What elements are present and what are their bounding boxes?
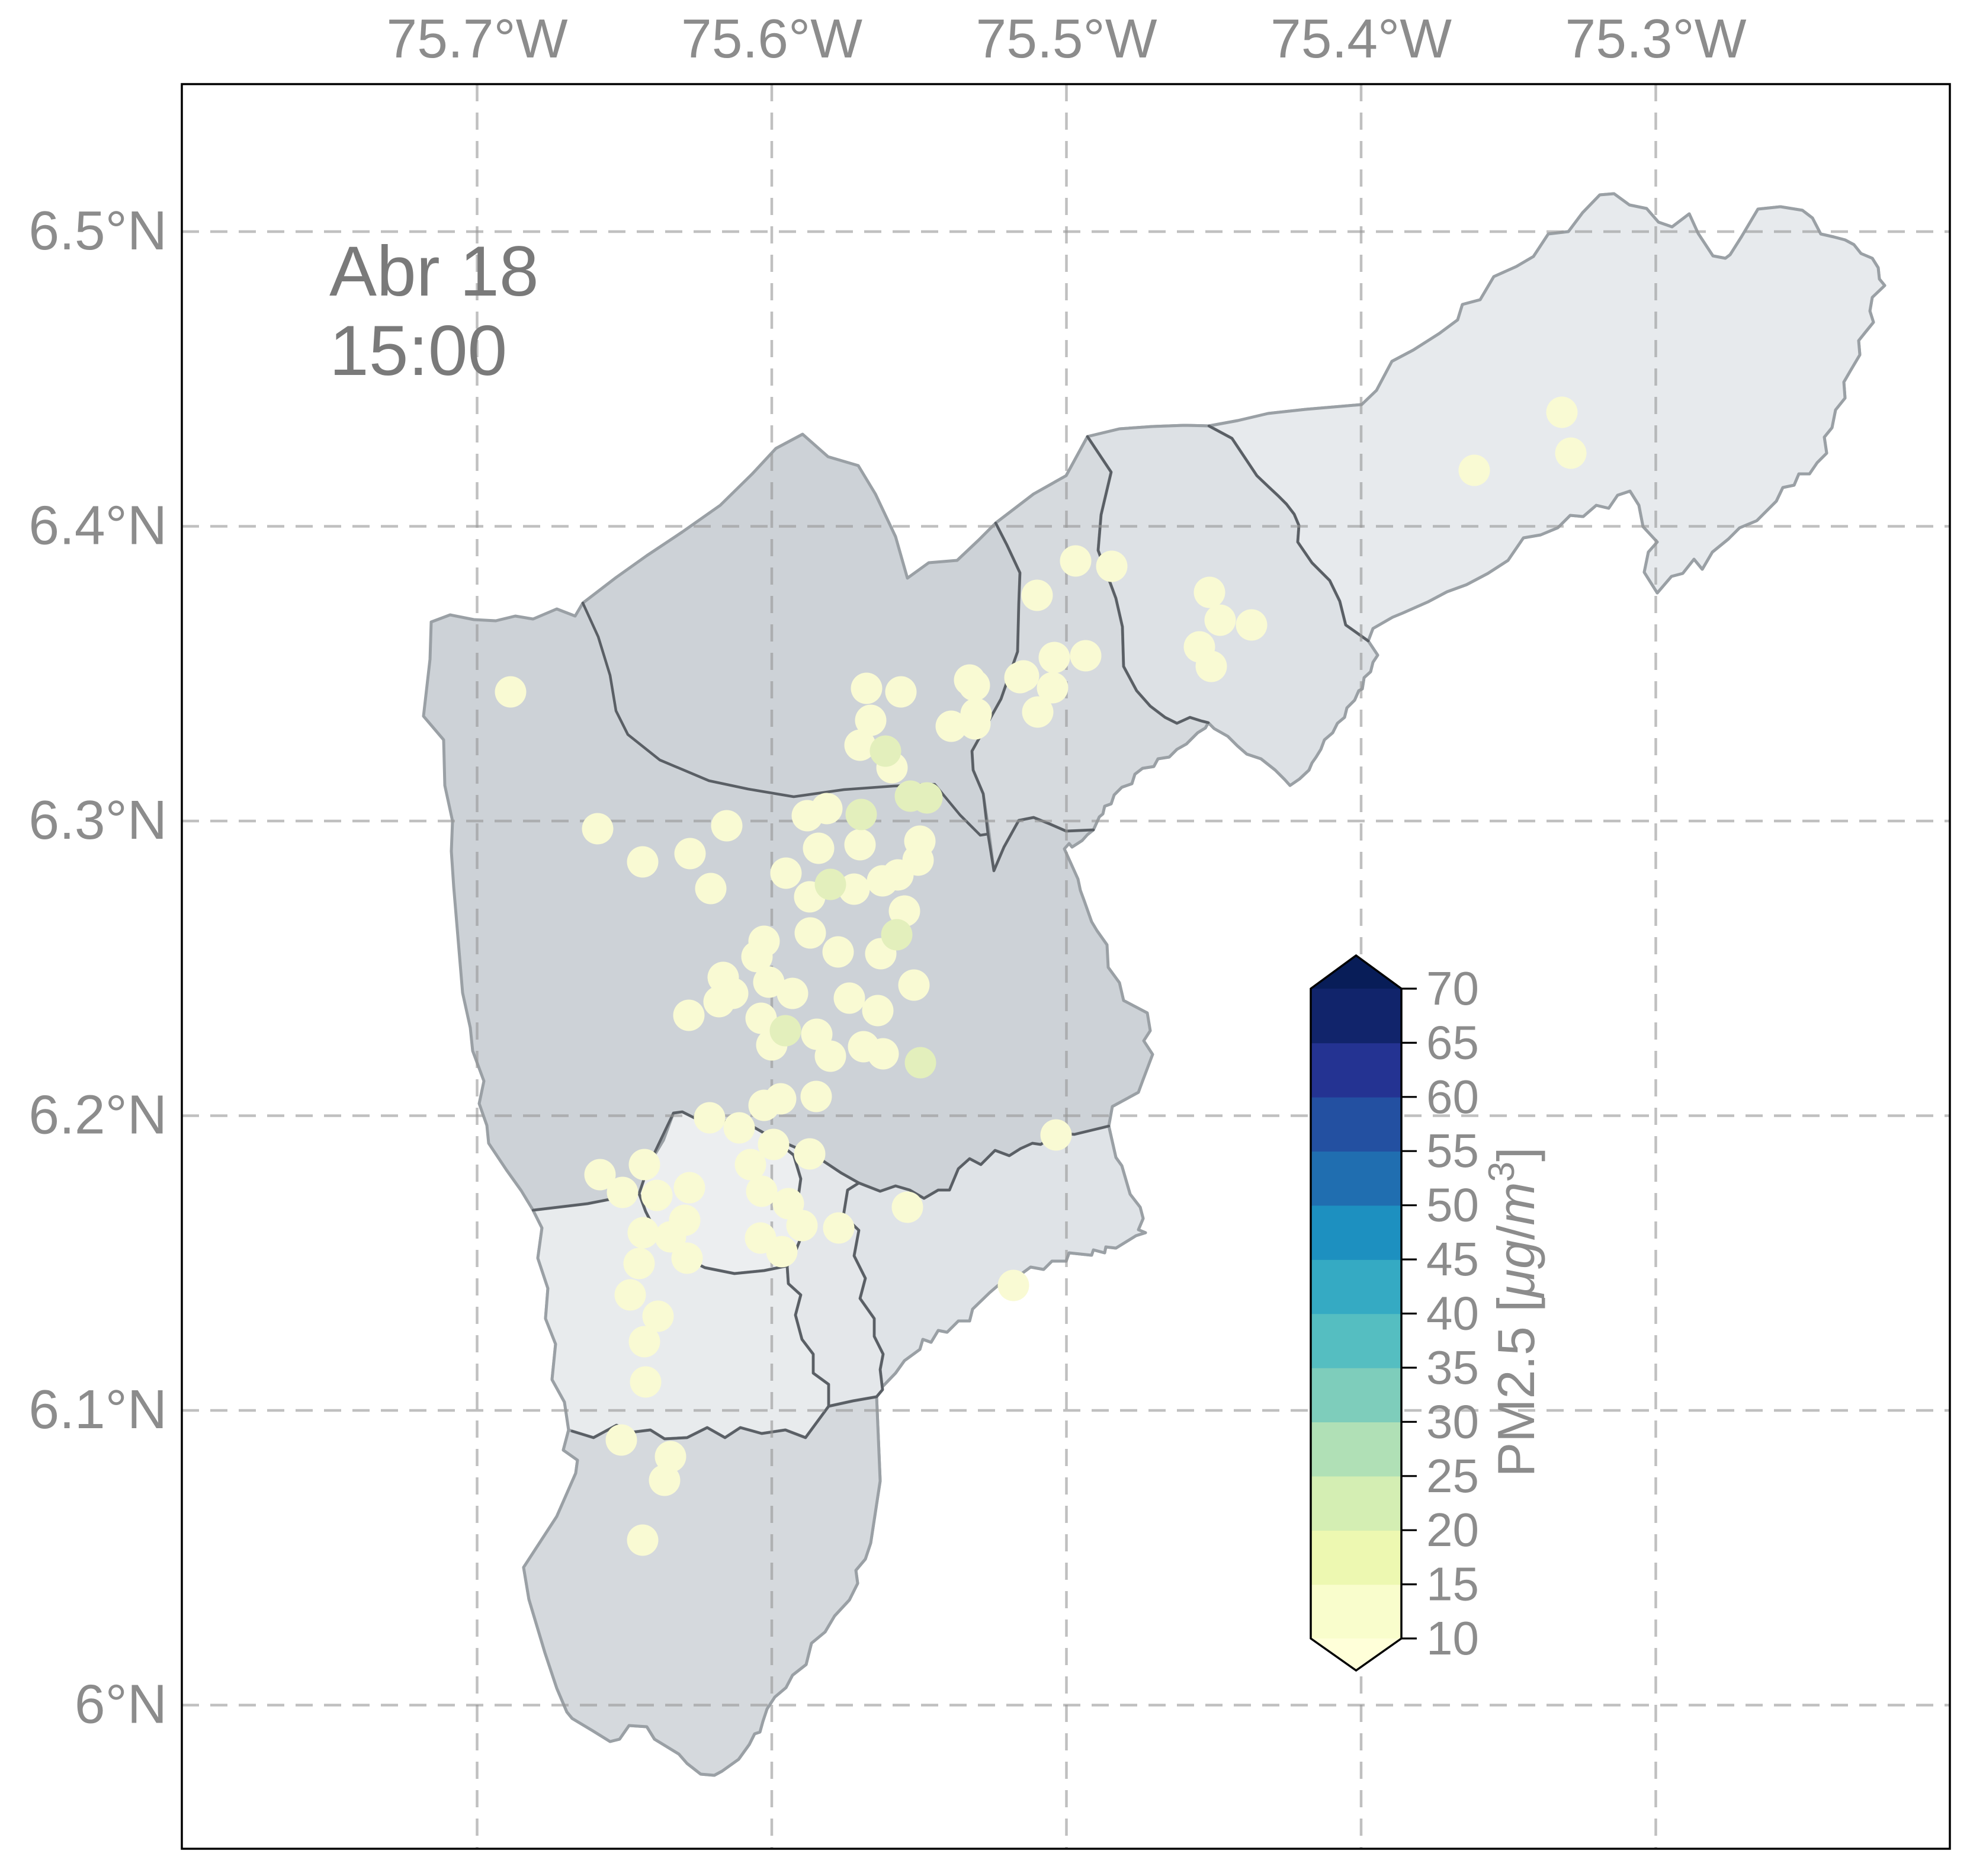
svg-text:60: 60 bbox=[1426, 1070, 1479, 1123]
svg-text:15:00: 15:00 bbox=[329, 311, 507, 390]
svg-text:75.4°W: 75.4°W bbox=[1270, 8, 1452, 69]
svg-text:6°N: 6°N bbox=[75, 1673, 167, 1735]
svg-text:75.7°W: 75.7°W bbox=[387, 8, 568, 69]
svg-text:50: 50 bbox=[1426, 1179, 1479, 1232]
svg-text:75.5°W: 75.5°W bbox=[976, 8, 1157, 69]
svg-text:30: 30 bbox=[1426, 1395, 1479, 1448]
svg-text:10: 10 bbox=[1426, 1612, 1479, 1665]
svg-text:6.3°N: 6.3°N bbox=[28, 789, 167, 851]
svg-text:70: 70 bbox=[1426, 962, 1479, 1015]
svg-text:6.2°N: 6.2°N bbox=[28, 1084, 167, 1146]
svg-text:6.5°N: 6.5°N bbox=[28, 200, 167, 261]
svg-text:75.3°W: 75.3°W bbox=[1565, 8, 1747, 69]
svg-text:40: 40 bbox=[1426, 1287, 1479, 1340]
svg-text:45: 45 bbox=[1426, 1233, 1479, 1285]
svg-text:65: 65 bbox=[1426, 1016, 1479, 1069]
svg-text:75.6°W: 75.6°W bbox=[681, 8, 862, 69]
svg-text:25: 25 bbox=[1426, 1450, 1479, 1502]
svg-text:6.1°N: 6.1°N bbox=[28, 1378, 167, 1440]
svg-text:15: 15 bbox=[1426, 1558, 1479, 1611]
svg-text:55: 55 bbox=[1426, 1124, 1479, 1177]
svg-text:Abr 18: Abr 18 bbox=[329, 232, 539, 311]
svg-text:20: 20 bbox=[1426, 1503, 1479, 1556]
svg-text:6.4°N: 6.4°N bbox=[28, 495, 167, 556]
svg-text:PM2.5 [μg/m3]: PM2.5 [μg/m3] bbox=[1481, 1147, 1546, 1477]
svg-text:35: 35 bbox=[1426, 1341, 1479, 1394]
